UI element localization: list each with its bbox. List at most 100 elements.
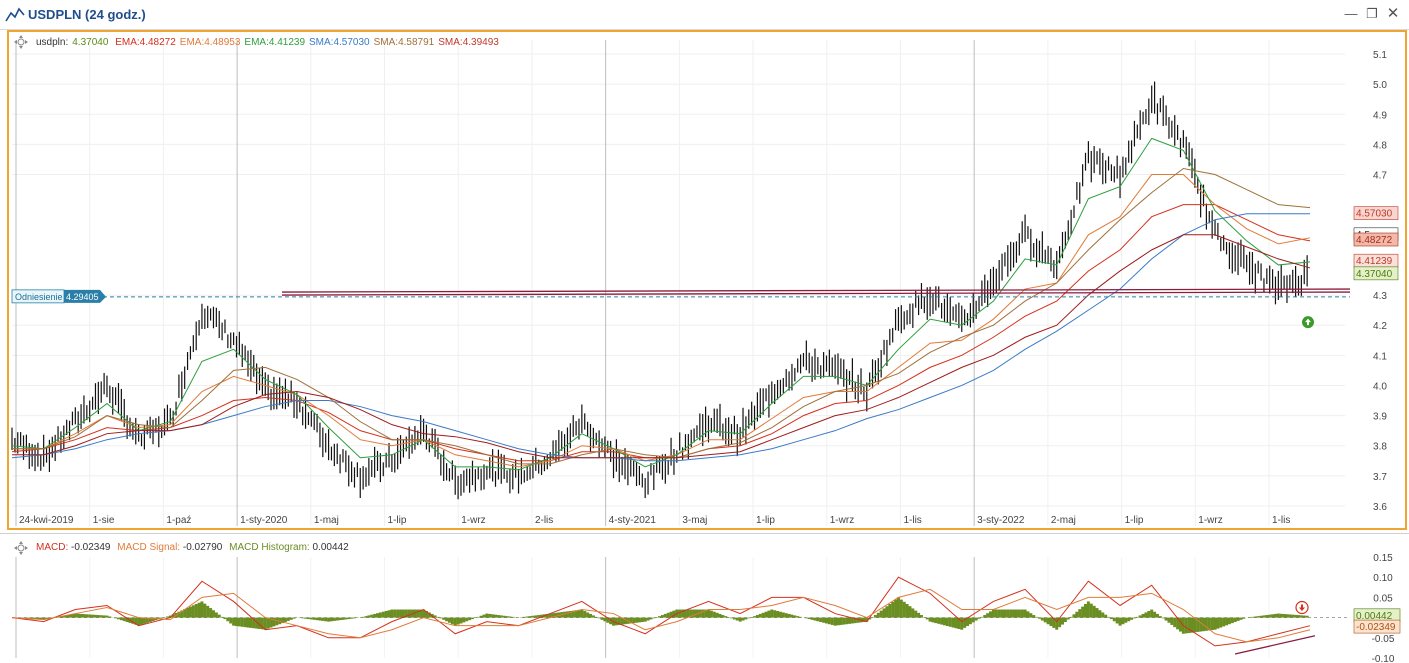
legend-indicator-label: EMA: — [244, 37, 269, 48]
x-tick-label: 1-lip — [756, 515, 775, 526]
panel-separator — [0, 533, 1409, 534]
y-tick-label: 4.7 — [1373, 171, 1387, 182]
x-tick-label: 3-sty-2022 — [977, 515, 1025, 526]
legend-indicator-value: 4.58791 — [398, 37, 435, 48]
macd-y-tick-label: 0.05 — [1373, 593, 1393, 604]
move-panel-icon[interactable] — [14, 541, 28, 555]
ma-line-4 — [11, 213, 1310, 462]
chart-line-icon — [5, 7, 25, 22]
y-tick-label: 3.8 — [1373, 442, 1387, 453]
legend-indicator-label: SMA: — [438, 37, 463, 48]
macd-tag: -0.02349 — [1353, 619, 1401, 634]
legend-indicator-value: 4.39493 — [462, 37, 499, 48]
x-tick-label: 1-lip — [388, 515, 407, 526]
legend-indicator-label: EMA: — [115, 37, 140, 48]
macd-y-tick-label: 0.10 — [1373, 573, 1393, 584]
legend-indicator-label: SMA: — [373, 37, 399, 48]
buy-signal-icon — [1302, 316, 1314, 329]
macd-legend: MACD: -0.02349 MACD Signal: -0.02790 MAC… — [36, 542, 353, 553]
y-tick-label: 5.1 — [1373, 50, 1387, 61]
close-icon[interactable]: ✕ — [1386, 5, 1400, 22]
price-tag-text: 4.37040 — [1356, 269, 1393, 280]
y-tick-label: 4.9 — [1373, 110, 1387, 121]
macd-tag-text: -0.02349 — [1356, 622, 1396, 633]
macd-tag-box — [1353, 619, 1401, 634]
y-tick-label: 4.2 — [1373, 321, 1387, 332]
y-tick-label: 3.7 — [1373, 472, 1387, 483]
support-trendline — [281, 288, 1351, 293]
y-tick-label: 4.0 — [1373, 381, 1387, 392]
reference-tag: Odniesienie 4.29405 — [11, 289, 106, 304]
main-chart-panel[interactable] — [7, 30, 1407, 530]
legend-symbol-label: usdpln: — [36, 37, 69, 48]
macd-hist-value: 0.00442 — [312, 542, 349, 553]
y-tick-label: 5.0 — [1373, 80, 1387, 91]
ma-line-6 — [12, 234, 1311, 459]
reference-tag-label: Odniesienie — [15, 292, 63, 302]
reference-tag-value: 4.29405 — [66, 292, 99, 302]
macd-tag-text: 0.00442 — [1356, 611, 1393, 622]
x-tick-label: 1-lis — [903, 515, 921, 526]
price-legend: usdpln: 4.37040 EMA:4.48272 EMA:4.48953 EMA… — [36, 37, 507, 48]
x-tick-label: 3-maj — [682, 515, 707, 526]
x-tick-label: 1-paź — [166, 515, 191, 526]
price-tag-box — [1353, 232, 1399, 247]
macd-hist-label: MACD Histogram: — [229, 542, 310, 553]
macd-signal-label: MACD Signal: — [117, 542, 181, 553]
y-tick-label: 4.1 — [1373, 351, 1387, 362]
x-tick-label: 4-sty-2021 — [609, 515, 657, 526]
price-tag-box — [1353, 266, 1399, 281]
price-tag: 4.37040 — [1353, 266, 1399, 281]
y-tick-label: 3.9 — [1373, 412, 1387, 423]
price-tag-text: 4.48272 — [1356, 235, 1393, 246]
ma-line-5 — [12, 167, 1311, 465]
y-tick-label: 4.3 — [1373, 291, 1387, 302]
price-tag-box — [1353, 206, 1399, 220]
macd-y-tick-label: 0.15 — [1373, 553, 1393, 564]
reference-tag-value-box — [64, 289, 106, 303]
y-tick-label: 4.8 — [1373, 140, 1387, 151]
legend-indicator-value: 4.57030 — [333, 37, 370, 48]
macd-signal-line — [11, 588, 1311, 643]
support-trendline-2 — [281, 291, 1351, 296]
legend-indicator-value: 4.41239 — [268, 37, 306, 48]
move-panel-icon[interactable] — [14, 35, 28, 49]
minimize-icon[interactable]: — — [1344, 6, 1358, 21]
x-tick-label: 2-maj — [1051, 515, 1076, 526]
legend-symbol-value: 4.37040 — [72, 37, 109, 48]
macd-value: -0.02349 — [71, 542, 111, 553]
price-tag: 4.48272 — [1353, 232, 1399, 247]
macd-signal-value: -0.02790 — [182, 542, 223, 553]
y-tick-label: 3.6 — [1373, 502, 1387, 513]
price-tag-text: 4.57030 — [1356, 209, 1393, 220]
x-tick-label: 1-sty-2020 — [240, 515, 288, 526]
x-tick-label: 24-kwi-2019 — [19, 515, 74, 526]
price-tag-text: 4.41239 — [1356, 256, 1393, 267]
x-tick-label: 1-lis — [1272, 515, 1290, 526]
x-tick-label: 1-maj — [314, 515, 339, 526]
window-titlebar: USDPLN (24 godz.) — ❐ ✕ — [0, 0, 1409, 30]
x-tick-label: 2-lis — [535, 515, 553, 526]
macd-line — [11, 576, 1311, 647]
macd-trendline — [1234, 635, 1316, 655]
x-tick-label: 1-wrz — [1198, 515, 1222, 526]
buy-signal-arrow — [1305, 318, 1311, 326]
price-tag: 4.57030 — [1353, 206, 1399, 220]
macd-y-tick-label: -0.10 — [1372, 654, 1395, 663]
price-chart: 5.1 5.0 4.9 4.8 4.7 4.3 4.2 4.1 4.0 3.9 3.8 3.7 3.6 2… — [11, 40, 1399, 526]
window-title: USDPLN (24 godz.) — [28, 7, 146, 22]
x-tick-label: 1-wrz — [461, 515, 485, 526]
legend-indicator-value: 4.48272 — [139, 37, 176, 48]
legend-indicator-value: 4.48953 — [204, 37, 241, 48]
x-tick-label: 1-wrz — [830, 515, 854, 526]
x-tick-label: 1-sie — [93, 515, 115, 526]
sell-signal-icon — [1295, 600, 1309, 615]
restore-icon[interactable]: ❐ — [1366, 6, 1378, 21]
sell-signal-arrow — [1299, 604, 1305, 611]
legend-indicator-label: EMA: — [179, 37, 205, 48]
macd-y-tick-label: -0.05 — [1372, 634, 1395, 645]
x-tick-label: 1-lip — [1125, 515, 1144, 526]
macd-label: MACD: — [36, 542, 69, 553]
legend-indicator-label: SMA: — [309, 37, 334, 48]
